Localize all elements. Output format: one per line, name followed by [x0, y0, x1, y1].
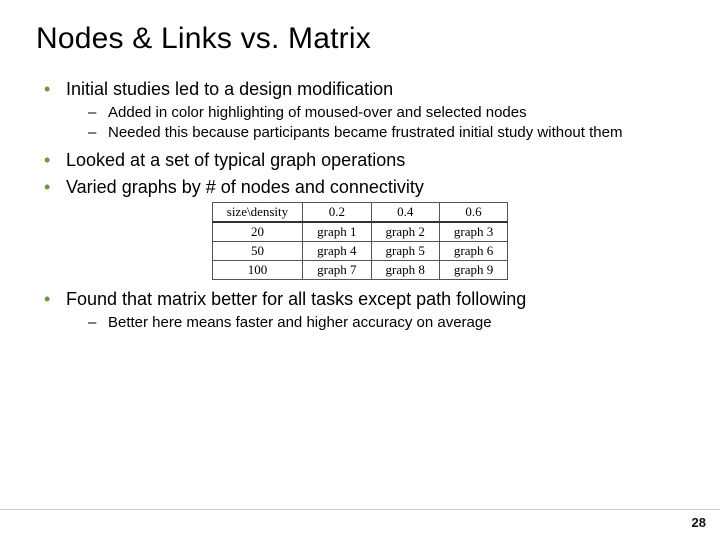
slide: Nodes & Links vs. Matrix Initial studies… — [0, 0, 720, 540]
table-cell: graph 7 — [303, 261, 371, 280]
table-row: 20 graph 1 graph 2 graph 3 — [212, 222, 507, 242]
table-cell: graph 9 — [439, 261, 507, 280]
table-cell: 100 — [212, 261, 302, 280]
bullet-4: Found that matrix better for all tasks e… — [42, 288, 684, 332]
table-header-cell: size\density — [212, 203, 302, 223]
table-cell: 20 — [212, 222, 302, 242]
bullet-list: Initial studies led to a design modifica… — [36, 78, 684, 198]
table-cell: graph 2 — [371, 222, 439, 242]
page-number: 28 — [692, 515, 706, 530]
table-cell: graph 1 — [303, 222, 371, 242]
table-row: 50 graph 4 graph 5 graph 6 — [212, 242, 507, 261]
table-cell: graph 5 — [371, 242, 439, 261]
table-header-cell: 0.2 — [303, 203, 371, 223]
bullet-1a: Added in color highlighting of moused-ov… — [88, 104, 684, 123]
bullet-4-sublist: Better here means faster and higher accu… — [66, 314, 684, 333]
table-header-cell: 0.4 — [371, 203, 439, 223]
bullet-1: Initial studies led to a design modifica… — [42, 78, 684, 143]
bullet-1-sublist: Added in color highlighting of moused-ov… — [66, 104, 684, 144]
bullet-4-text: Found that matrix better for all tasks e… — [66, 289, 526, 309]
bullet-3: Varied graphs by # of nodes and connecti… — [42, 176, 684, 199]
slide-title: Nodes & Links vs. Matrix — [36, 22, 684, 56]
bullet-1b: Needed this because participants became … — [88, 124, 684, 143]
bullet-2: Looked at a set of typical graph operati… — [42, 149, 684, 172]
footer-divider — [0, 509, 720, 510]
bullet-4a: Better here means faster and higher accu… — [88, 314, 684, 333]
table-container: size\density 0.2 0.4 0.6 20 graph 1 grap… — [36, 202, 684, 280]
table-cell: graph 4 — [303, 242, 371, 261]
table-header-cell: 0.6 — [439, 203, 507, 223]
bullet-1-text: Initial studies led to a design modifica… — [66, 79, 393, 99]
table-header-row: size\density 0.2 0.4 0.6 — [212, 203, 507, 223]
table-cell: graph 8 — [371, 261, 439, 280]
table-cell: graph 3 — [439, 222, 507, 242]
table-cell: 50 — [212, 242, 302, 261]
bullet-list-2: Found that matrix better for all tasks e… — [36, 288, 684, 332]
table-row: 100 graph 7 graph 8 graph 9 — [212, 261, 507, 280]
graph-table: size\density 0.2 0.4 0.6 20 graph 1 grap… — [212, 202, 508, 280]
table-cell: graph 6 — [439, 242, 507, 261]
